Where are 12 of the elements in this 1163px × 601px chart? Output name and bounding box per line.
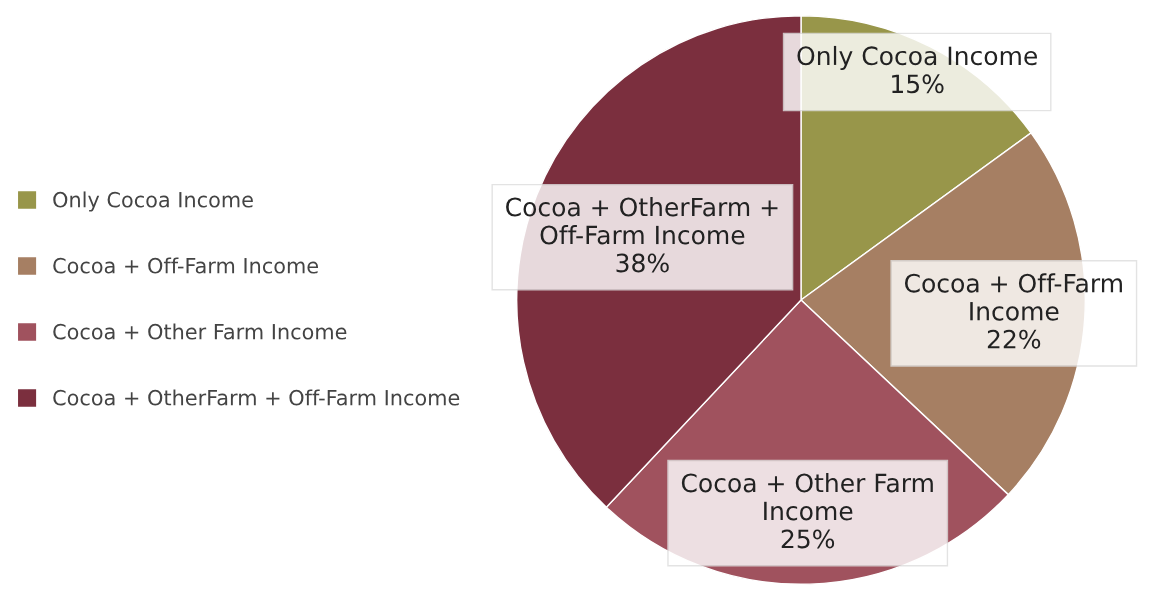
slice-label: Cocoa + Off-Farm Income [904,273,1122,321]
legend-label: Cocoa + OtherFarm + Off-Farm Income [53,389,460,406]
slice-label: Cocoa + Other Farm Income [681,473,933,521]
slice-label: Only Cocoa Income [797,45,1037,71]
legend-label: Cocoa + Off-Farm Income [53,257,318,274]
slice-label: Cocoa + OtherFarm + Off-Farm Income [506,197,778,245]
data-label: 22% [987,329,1041,349]
legend-label: Cocoa + Other Farm Income [53,323,347,340]
data-label: 25% [781,529,835,549]
data-label: 15% [892,74,944,94]
legend-label: Only Cocoa Income [53,191,253,212]
data-label: 38% [616,253,669,273]
